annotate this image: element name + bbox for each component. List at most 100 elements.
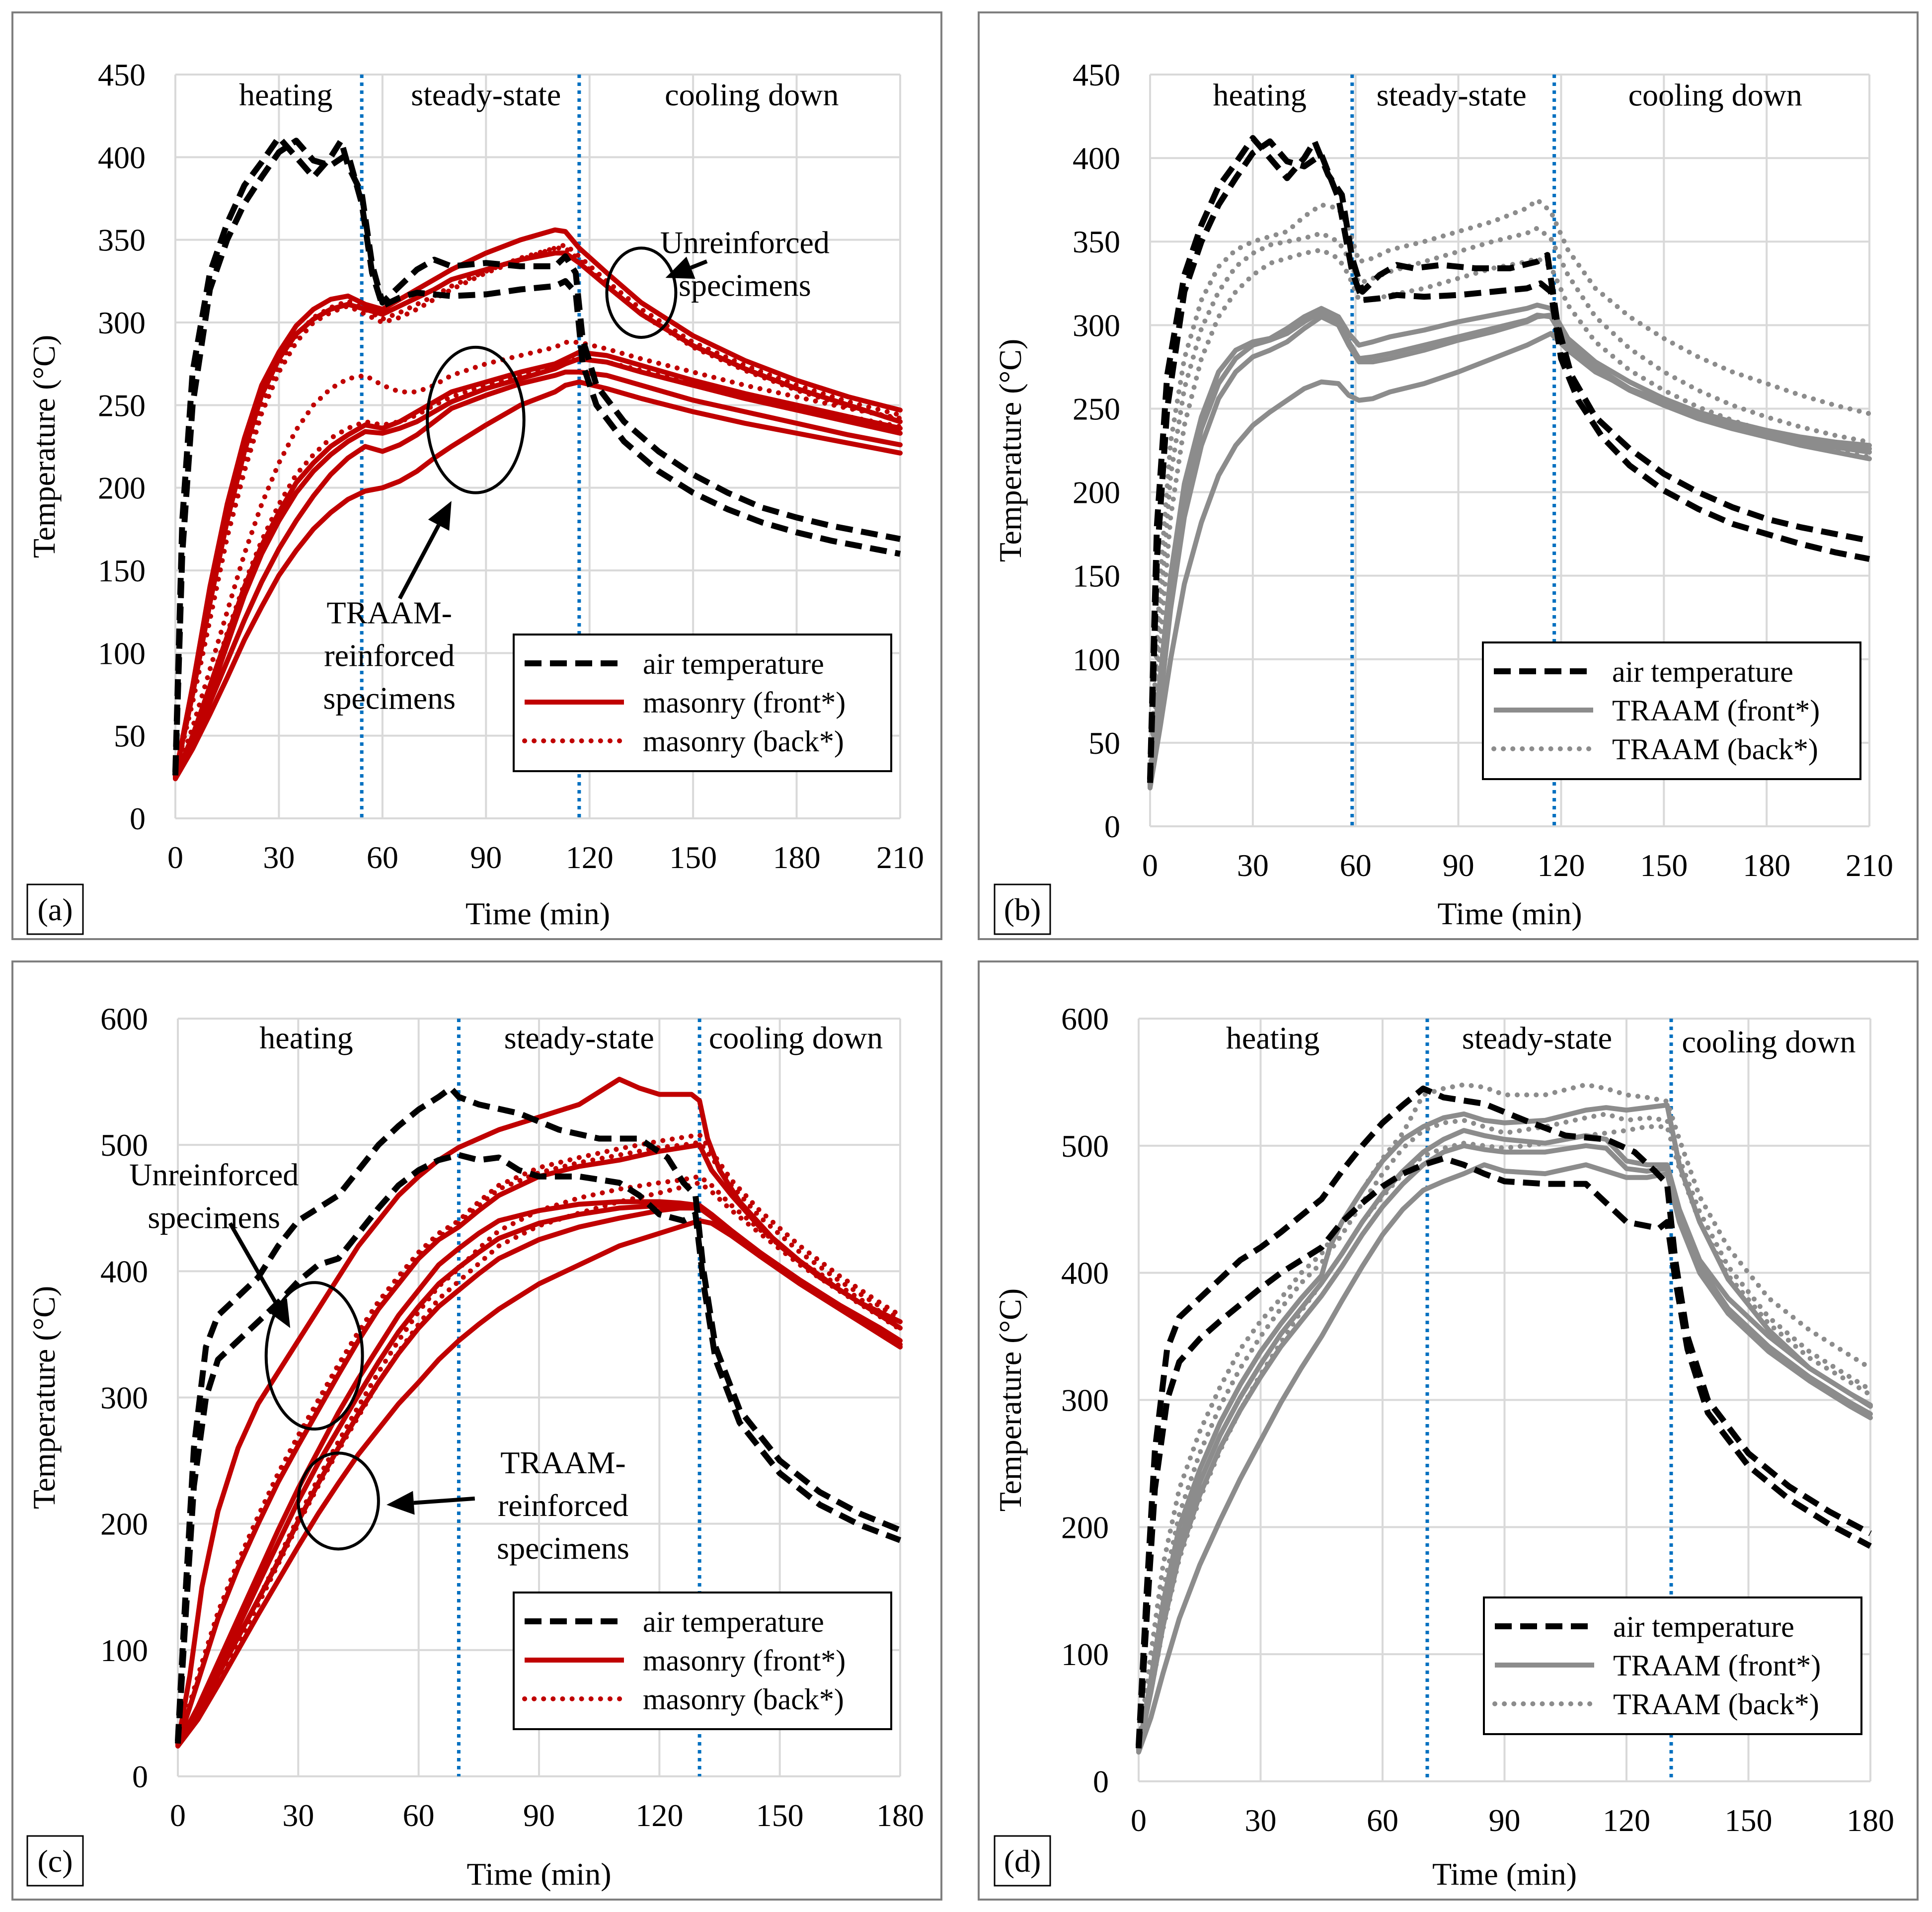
annotation-text-line: Unreinforced <box>129 1157 299 1193</box>
panel-label-text: (c) <box>37 1843 73 1879</box>
series-line-front <box>1136 1162 1873 1755</box>
annotation-text-line: reinforced <box>498 1488 628 1523</box>
annotation-ellipse <box>297 1451 380 1551</box>
y-tick-label: 50 <box>1088 725 1120 761</box>
annotation-text-line: reinforced <box>324 637 455 673</box>
series-line-back <box>173 339 903 780</box>
y-tick-label: 100 <box>100 1633 148 1668</box>
y-axis-title: Temperature (°C) <box>26 335 62 558</box>
legend-entry-label: TRAAM (back*) <box>1612 733 1818 766</box>
x-tick-label: 60 <box>1367 1803 1398 1838</box>
panel-frame <box>11 11 942 940</box>
series-line-air-temperature <box>172 138 901 776</box>
x-tick-label: 120 <box>1537 848 1585 883</box>
y-tick-label: 600 <box>1061 1001 1109 1036</box>
x-tick-label: 180 <box>1743 848 1790 883</box>
x-axis-title: Time (min) <box>467 1856 612 1892</box>
annotation-text-line: specimens <box>497 1530 629 1566</box>
y-tick-label: 100 <box>98 636 146 671</box>
annotation-arrow <box>665 256 708 279</box>
series-line-back <box>1136 1082 1873 1750</box>
annotation-ellipse <box>264 1281 364 1431</box>
arrow-shaft <box>398 524 441 600</box>
legend-entry-label: TRAAM (front*) <box>1613 1649 1821 1682</box>
series-line-front <box>1148 309 1872 789</box>
y-tick-label: 600 <box>100 1001 148 1036</box>
y-tick-label: 150 <box>98 553 146 588</box>
arrow-shaft <box>690 259 708 270</box>
arrow-head <box>665 256 696 279</box>
x-tick-label: 30 <box>1237 848 1269 883</box>
panel-label-text: (b) <box>1004 892 1041 927</box>
legend-entry-label: air temperature <box>643 647 824 680</box>
series-line-air-temperature <box>175 1152 902 1744</box>
x-tick-label: 180 <box>773 840 821 875</box>
phase-label: steady-state <box>504 1020 654 1055</box>
series-line-back <box>173 245 903 777</box>
phase-label: heating <box>1213 77 1306 112</box>
x-tick-label: 90 <box>523 1798 555 1833</box>
panel-label-text: (d) <box>1004 1843 1041 1879</box>
phase-label: cooling down <box>1682 1024 1855 1059</box>
phase-label: heating <box>239 77 332 112</box>
series-line-back <box>1148 247 1872 786</box>
x-axis-title: Time (min) <box>1432 1856 1577 1892</box>
series-line-front <box>173 369 903 782</box>
x-tick-label: 120 <box>566 840 614 875</box>
phase-label: cooling down <box>709 1020 883 1055</box>
series-group <box>1136 1082 1873 1755</box>
series-group <box>175 1077 903 1749</box>
panel-label-box <box>994 1835 1051 1887</box>
panel-label: (c) <box>26 1835 84 1887</box>
arrow-head <box>428 501 452 531</box>
x-tick-label: 210 <box>876 840 924 875</box>
phase-label: cooling down <box>665 77 839 112</box>
series-line-air-temperature <box>175 1085 902 1742</box>
y-tick-label: 400 <box>100 1254 148 1289</box>
y-tick-label: 400 <box>1061 1256 1109 1291</box>
x-tick-label: 90 <box>1489 1803 1521 1838</box>
y-tick-label: 150 <box>1073 558 1120 594</box>
series-line-front <box>175 1218 903 1749</box>
arrow-shaft <box>413 1496 475 1505</box>
x-axis-title: Time (min) <box>465 896 610 931</box>
annotation-text: Unreinforced specimens <box>660 225 830 303</box>
legend-entry-label: masonry (back*) <box>643 1683 844 1716</box>
panel-frame <box>978 960 1919 1901</box>
series-line-front <box>173 379 903 782</box>
legend-entry-label: TRAAM (front*) <box>1612 694 1820 727</box>
x-tick-label: 180 <box>1847 1803 1894 1838</box>
phase-label: steady-state <box>1462 1020 1612 1055</box>
y-tick-label: 300 <box>1073 308 1120 343</box>
y-tick-label: 200 <box>98 471 146 506</box>
x-tick-label: 150 <box>756 1798 804 1833</box>
x-tick-label: 60 <box>403 1798 435 1833</box>
y-tick-label: 300 <box>98 305 146 340</box>
arrow-head <box>266 1298 291 1328</box>
x-tick-label: 30 <box>1245 1803 1277 1838</box>
series-line-air-temperature <box>1147 135 1870 780</box>
series-line-back <box>173 242 903 777</box>
y-tick-label: 100 <box>1073 642 1120 677</box>
x-tick-label: 90 <box>1443 848 1474 883</box>
y-tick-label: 200 <box>1073 475 1120 510</box>
x-tick-label: 30 <box>263 840 295 875</box>
panel-label-box <box>26 883 84 935</box>
phase-label: steady-state <box>1377 77 1527 112</box>
legend-entry-label: air temperature <box>1613 1610 1794 1643</box>
y-tick-label: 500 <box>100 1127 148 1163</box>
series-line-front <box>1148 331 1872 791</box>
y-axis-title: Temperature (°C) <box>993 339 1028 562</box>
series-line-air-temperature <box>1136 1155 1872 1749</box>
y-tick-label: 300 <box>1061 1383 1109 1418</box>
x-tick-label: 0 <box>167 840 183 875</box>
panel-label-box <box>26 1835 84 1887</box>
series-line-back <box>175 1174 903 1748</box>
y-tick-label: 450 <box>98 57 146 92</box>
series-line-back <box>1148 197 1872 782</box>
series-line-front <box>173 349 903 780</box>
y-tick-label: 400 <box>98 140 146 175</box>
annotation-arrow <box>228 1222 291 1328</box>
annotation-text: TRAAM-reinforced specimens <box>497 1445 629 1566</box>
panel-label: (d) <box>994 1835 1051 1887</box>
